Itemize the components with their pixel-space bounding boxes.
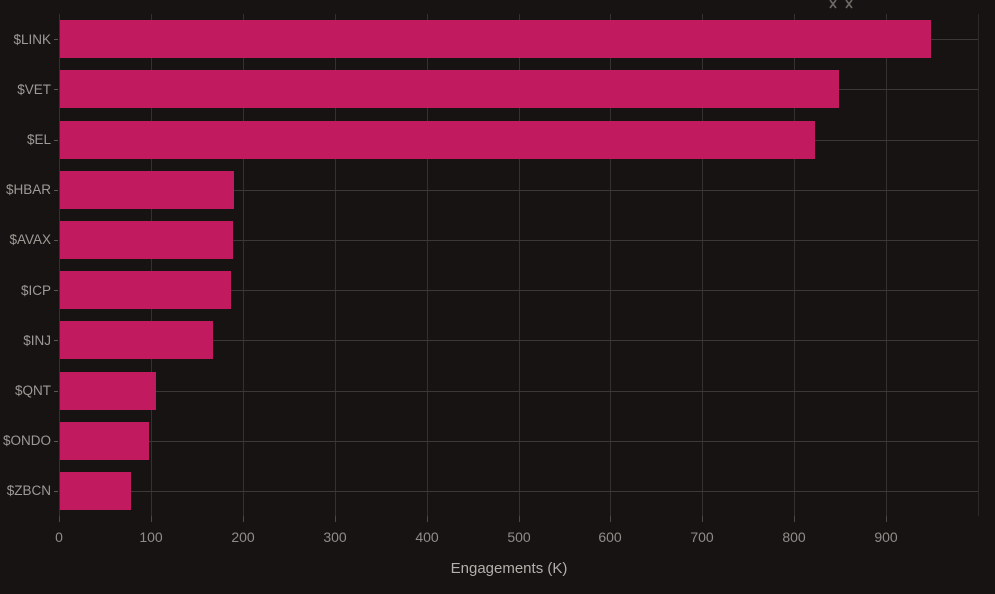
horizontal-gridline [59,240,978,241]
y-tick-mark [54,190,58,191]
x-tick-label-500: 500 [507,529,531,545]
x-tick-mark [243,516,244,522]
horizontal-gridline [59,290,978,291]
collapse-arrows-icon[interactable] [828,0,858,9]
y-tick-mark [54,89,58,90]
x-tick-mark [427,516,428,522]
bar-hbar[interactable] [60,171,234,209]
horizontal-gridline [59,441,978,442]
y-tick-mark [54,290,58,291]
vertical-gridline [427,14,428,516]
x-tick-label-600: 600 [598,529,622,545]
horizontal-gridline [59,340,978,341]
vertical-gridline [702,14,703,516]
bar-link[interactable] [60,20,931,58]
vertical-gridline [59,14,60,516]
horizontal-gridline [59,190,978,191]
bar-inj[interactable] [60,321,213,359]
x-tick-label-900: 900 [874,529,898,545]
x-tick-label-700: 700 [690,529,714,545]
category-label-icp: $ICP [20,283,51,298]
y-tick-mark [54,391,58,392]
x-tick-mark [519,516,520,522]
x-tick-label-400: 400 [415,529,439,545]
vertical-gridline [978,14,979,516]
x-tick-mark [702,516,703,522]
category-label-avax: $AVAX [9,232,51,247]
vertical-gridline [519,14,520,516]
x-tick-label-800: 800 [782,529,806,545]
y-tick-mark [54,340,58,341]
vertical-gridline [151,14,152,516]
y-tick-mark [54,240,58,241]
y-tick-mark [54,491,58,492]
vertical-gridline [335,14,336,516]
x-tick-label-200: 200 [231,529,255,545]
bar-zbcn[interactable] [60,472,131,510]
category-label-ondo: $ONDO [2,433,51,448]
category-label-el: $EL [26,132,51,147]
x-tick-mark [335,516,336,522]
x-tick-mark [610,516,611,522]
x-axis-title: Engagements (K) [450,560,568,577]
vertical-gridline [886,14,887,516]
category-label-link: $LINK [13,32,51,47]
y-tick-mark [54,39,58,40]
plot-area [59,14,979,516]
bar-icp[interactable] [60,271,231,309]
category-label-qnt: $QNT [14,383,51,398]
x-tick-label-0: 0 [55,529,63,545]
bar-el[interactable] [60,121,815,159]
vertical-gridline [243,14,244,516]
category-label-hbar: $HBAR [5,182,51,197]
x-tick-label-300: 300 [323,529,347,545]
horizontal-gridline [59,391,978,392]
x-tick-mark [151,516,152,522]
x-tick-label-100: 100 [139,529,163,545]
y-tick-mark [54,441,58,442]
category-label-vet: $VET [17,82,51,97]
category-label-inj: $INJ [23,333,51,348]
x-tick-mark [59,516,60,522]
bar-qnt[interactable] [60,372,156,410]
bar-avax[interactable] [60,221,233,259]
y-tick-mark [54,140,58,141]
x-tick-mark [886,516,887,522]
bar-vet[interactable] [60,70,839,108]
bar-ondo[interactable] [60,422,149,460]
x-tick-mark [794,516,795,522]
vertical-gridline [794,14,795,516]
horizontal-gridline [59,491,978,492]
category-label-zbcn: $ZBCN [6,483,51,498]
vertical-gridline [610,14,611,516]
